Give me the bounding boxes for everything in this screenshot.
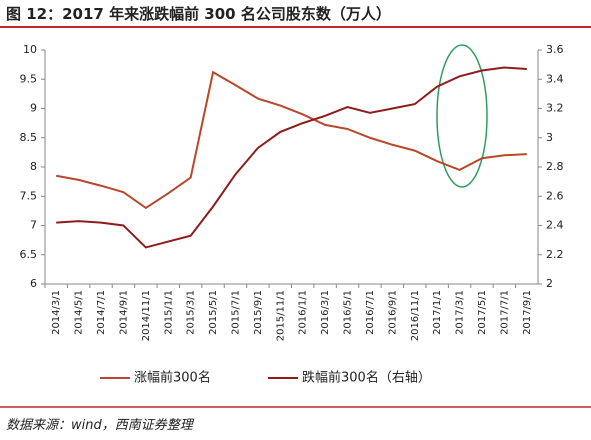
y2-tick-label: 3.4 [546,72,564,85]
x-tick-label: 2015/5/1 [208,290,219,335]
x-tick-label: 2016/9/1 [387,290,398,335]
y-tick-label: 9 [30,102,37,115]
x-tick-label: 2014/11/1 [141,290,152,341]
x-tick-label: 2016/5/1 [343,290,354,335]
y2-tick-label: 2.4 [546,219,564,232]
series-line [56,70,527,210]
y-tick-label: 8.5 [20,131,38,144]
source: 数据来源：wind，西南证券整理 [6,418,195,433]
y-tick-label: 6.5 [20,248,38,261]
x-tick-label: 2015/1/1 [163,290,174,335]
x-tick-label: 2017/5/1 [477,290,488,335]
y2-tick-label: 2.2 [546,248,564,261]
series-line [56,66,527,249]
chart-title: 图 12：2017 年来涨跌幅前 300 名公司股东数（万人） [6,5,391,23]
x-tick-label: 2015/11/1 [275,290,286,341]
y-tick-label: 7.5 [20,189,38,202]
y2-tick-label: 3.6 [546,43,564,56]
x-tick-label: 2015/3/1 [186,290,197,335]
y-tick-label: 8 [30,160,37,173]
x-tick-label: 2014/5/1 [74,290,85,335]
x-tick-label: 2017/3/1 [455,290,466,335]
highlight-ellipse [436,44,488,188]
x-tick-label: 2016/7/1 [365,290,376,335]
x-tick-label: 2017/7/1 [499,290,510,335]
x-tick-label: 2016/11/1 [410,290,421,341]
y2-tick-label: 3 [546,131,553,144]
y-tick-label: 6 [30,277,37,290]
x-tick-label: 2014/9/1 [118,290,129,335]
y-tick-label: 10 [23,43,37,56]
y2-tick-label: 2.8 [546,160,564,173]
x-tick-label: 2014/3/1 [51,290,62,335]
y-tick-label: 7 [30,219,37,232]
y2-tick-label: 3.2 [546,102,564,115]
x-tick-label: 2017/1/1 [432,290,443,335]
x-tick-label: 2017/9/1 [522,290,533,335]
y2-tick-label: 2 [546,277,553,290]
x-tick-label: 2016/3/1 [320,290,331,335]
x-tick-label: 2016/1/1 [298,290,309,335]
x-tick-label: 2015/9/1 [253,290,264,335]
x-tick-label: 2015/7/1 [230,290,241,335]
legend-label: 涨幅前300名 [134,370,211,386]
legend-label: 跌幅前300名（右轴） [302,370,431,386]
y-tick-label: 9.5 [20,72,38,85]
x-tick-label: 2014/7/1 [96,290,107,335]
y2-tick-label: 2.6 [546,189,564,202]
